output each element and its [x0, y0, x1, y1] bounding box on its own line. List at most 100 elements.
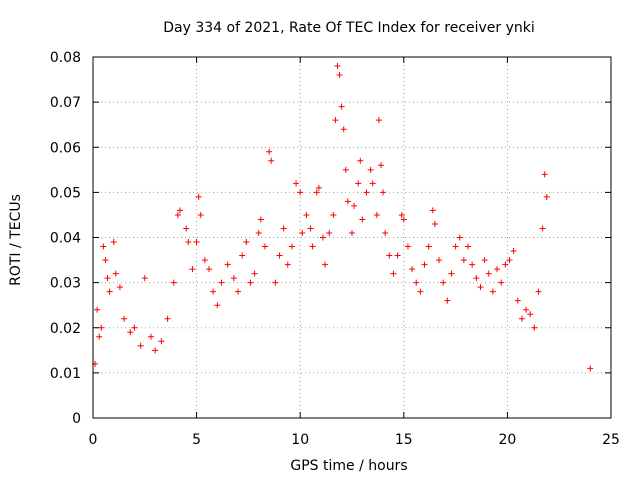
data-point — [257, 216, 264, 223]
data-point — [315, 184, 322, 191]
data-point — [460, 257, 467, 264]
chart-title: Day 334 of 2021, Rate Of TEC Index for r… — [163, 20, 535, 36]
data-point — [276, 252, 283, 259]
data-point — [531, 324, 538, 331]
data-point — [177, 207, 184, 214]
y-tick-label: 0.01 — [50, 366, 81, 382]
y-axis-label: ROTI / TECUs — [8, 194, 24, 286]
y-tick-label: 0.06 — [50, 140, 81, 156]
data-point — [380, 189, 387, 196]
data-point — [330, 211, 337, 218]
data-point — [141, 275, 148, 282]
y-tick-label: 0.08 — [50, 50, 81, 66]
data-point — [96, 333, 103, 340]
data-point — [293, 180, 300, 187]
data-point — [137, 342, 144, 349]
data-point — [409, 266, 416, 273]
data-point — [303, 211, 310, 218]
data-point — [369, 180, 376, 187]
data-point — [375, 117, 382, 124]
x-tick-label: 15 — [395, 432, 413, 448]
data-point — [514, 297, 521, 304]
data-point — [210, 288, 217, 295]
data-point — [197, 211, 204, 218]
y-tick-label: 0.07 — [50, 95, 81, 111]
data-point — [436, 257, 443, 264]
data-point — [417, 288, 424, 295]
data-point — [338, 103, 345, 110]
data-point — [170, 279, 177, 286]
y-tick-label: 0.04 — [50, 231, 81, 247]
data-point — [404, 243, 411, 250]
data-point — [104, 275, 111, 282]
data-point — [456, 234, 463, 241]
data-point — [131, 324, 138, 331]
data-point — [444, 297, 451, 304]
data-point — [185, 239, 192, 246]
data-point — [266, 148, 273, 155]
data-point — [494, 266, 501, 273]
data-point — [510, 248, 517, 255]
data-point — [431, 220, 438, 227]
data-point — [261, 243, 268, 250]
data-point — [297, 189, 304, 196]
data-point — [498, 279, 505, 286]
data-point — [440, 279, 447, 286]
data-point — [106, 288, 113, 295]
x-tick-label: 10 — [291, 432, 309, 448]
data-point — [400, 216, 407, 223]
data-point — [230, 275, 237, 282]
data-point — [189, 266, 196, 273]
data-point — [502, 261, 509, 268]
y-tick-label: 0.02 — [50, 321, 81, 337]
data-point — [473, 275, 480, 282]
data-point — [102, 257, 109, 264]
data-point — [206, 266, 213, 273]
data-point — [539, 225, 546, 232]
x-tick-label: 0 — [89, 432, 98, 448]
data-point — [235, 288, 242, 295]
y-tick-labels: 0 0.01 0.02 0.03 0.04 0.05 0.06 0.07 0.08 — [50, 50, 81, 427]
data-point — [543, 193, 550, 200]
data-point — [363, 189, 370, 196]
x-tick-label: 25 — [602, 432, 620, 448]
data-point — [541, 171, 548, 178]
data-point — [201, 257, 208, 264]
data-point — [355, 180, 362, 187]
data-point — [489, 288, 496, 295]
data-point — [398, 211, 405, 218]
data-point — [359, 216, 366, 223]
data-point — [336, 72, 343, 79]
data-point — [313, 189, 320, 196]
data-point — [280, 225, 287, 232]
x-axis-label: GPS time / hours — [290, 458, 407, 474]
data-points — [92, 63, 594, 372]
data-point — [148, 333, 155, 340]
data-point — [357, 157, 364, 164]
data-point — [98, 324, 105, 331]
data-point — [239, 252, 246, 259]
data-point — [164, 315, 171, 322]
data-point — [112, 270, 119, 277]
data-point — [334, 63, 341, 70]
data-point — [319, 234, 326, 241]
data-point — [247, 279, 254, 286]
data-point — [307, 225, 314, 232]
data-point — [326, 229, 333, 236]
data-point — [268, 157, 275, 164]
y-tick-label: 0 — [72, 411, 81, 427]
data-point — [116, 284, 123, 291]
data-point — [382, 229, 389, 236]
data-point — [121, 315, 128, 322]
data-point — [506, 257, 513, 264]
data-point — [342, 166, 349, 173]
data-point — [485, 270, 492, 277]
data-point — [413, 279, 420, 286]
data-point — [224, 261, 231, 268]
axis-ticks — [92, 56, 612, 419]
data-point — [386, 252, 393, 259]
data-point — [183, 225, 190, 232]
y-tick-label: 0.05 — [50, 185, 81, 201]
data-point — [243, 239, 250, 246]
x-tick-label: 5 — [192, 432, 201, 448]
